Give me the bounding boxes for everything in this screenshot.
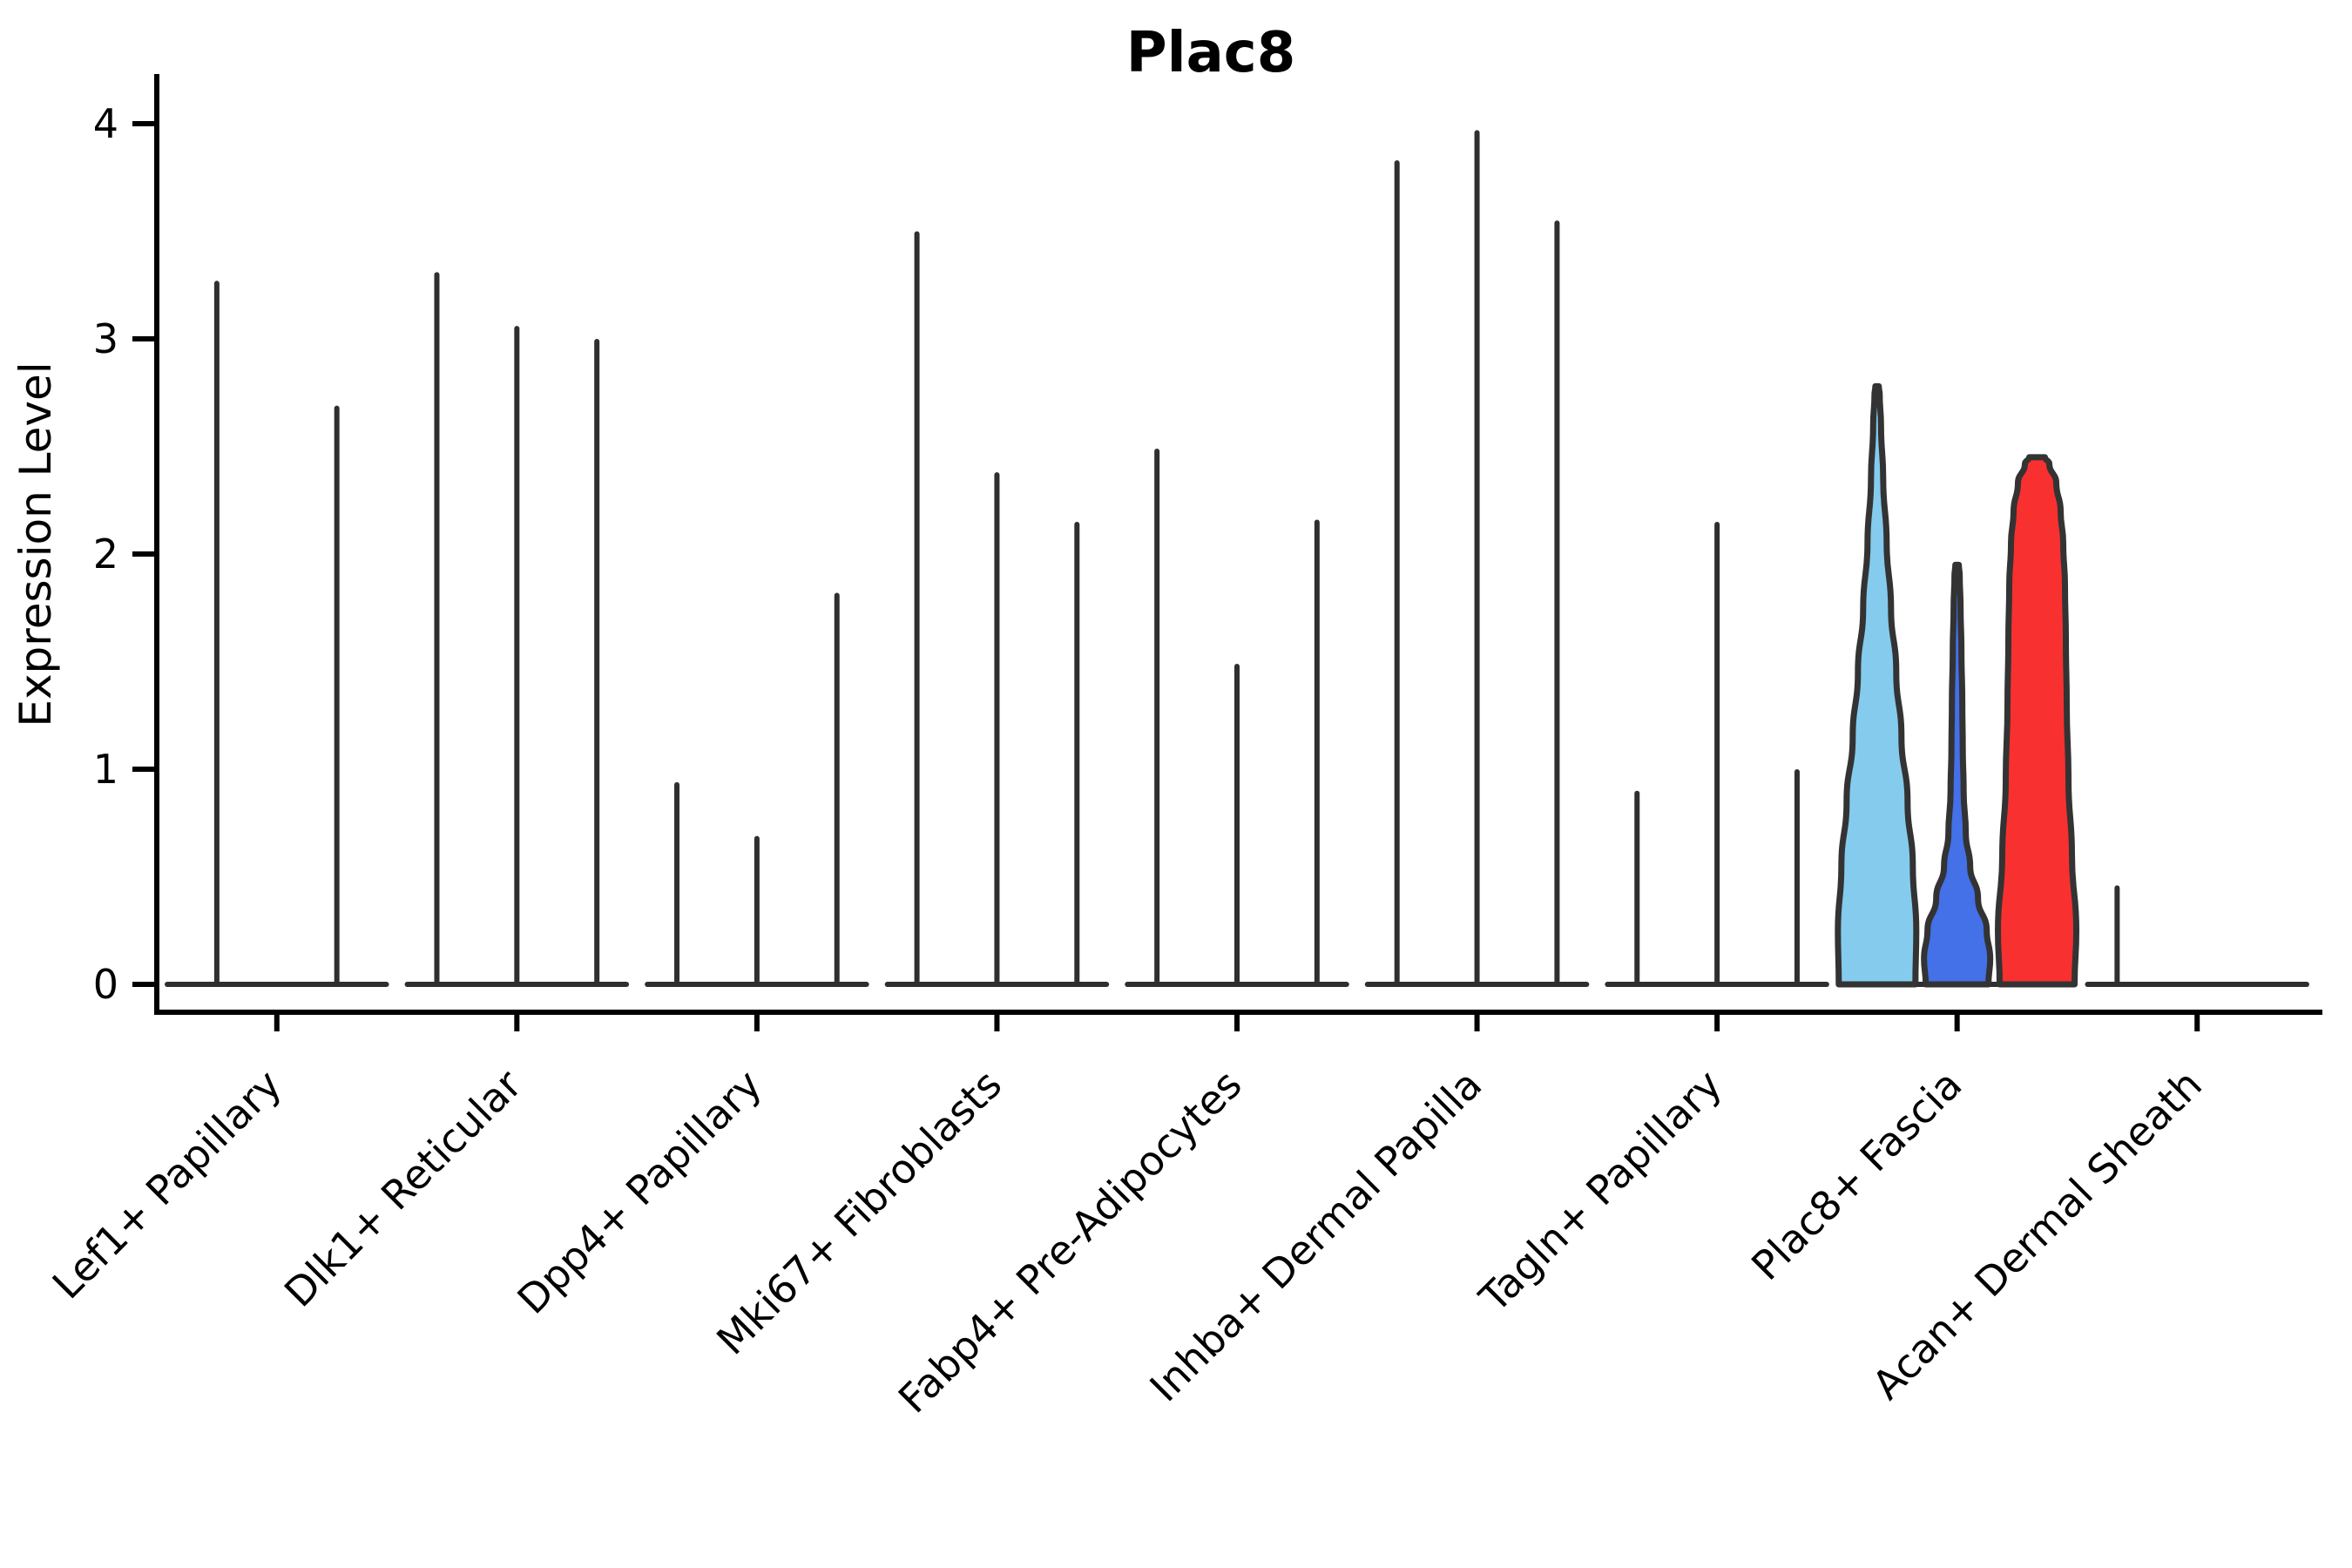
- violin-spike: [594, 339, 600, 984]
- x-tick-mark: [1234, 1012, 1240, 1031]
- violin-spike: [1714, 521, 1720, 984]
- y-tick-label: 0: [93, 961, 118, 1008]
- violin-baseline: [645, 982, 869, 987]
- x-tick-mark: [1714, 1012, 1720, 1031]
- violin-body: [1921, 561, 1994, 988]
- violin-baseline: [165, 982, 389, 987]
- violin-baseline: [1364, 982, 1590, 987]
- x-tick-mark: [2194, 1012, 2200, 1031]
- x-tick-mark: [994, 1012, 1000, 1031]
- violin-spike: [1394, 159, 1400, 985]
- y-tick-label: 1: [93, 746, 118, 793]
- y-tick-mark: [132, 982, 157, 987]
- violin-spike: [1154, 448, 1160, 984]
- violin-spike: [1634, 790, 1640, 984]
- violin-spike: [914, 231, 920, 984]
- violin-body: [1835, 382, 1920, 988]
- y-tick-label: 2: [93, 531, 118, 578]
- violin-spike: [514, 326, 520, 984]
- violin-spike: [1314, 519, 1320, 984]
- chart-title: Plac8: [1126, 21, 1296, 85]
- violin-spike: [994, 472, 1000, 984]
- violin-body: [1995, 454, 2080, 988]
- x-tick-label: Dpp4+ Papillary: [508, 1061, 770, 1323]
- x-tick-mark: [274, 1012, 280, 1031]
- violin-spike: [754, 835, 760, 984]
- x-tick-label: Plac8+ Fascia: [1742, 1061, 1970, 1289]
- violin-shapes: [165, 130, 2309, 988]
- violin-spike: [1474, 130, 1480, 984]
- x-tick-label: Dlk1+ Reticular: [275, 1061, 531, 1316]
- violin-spike: [434, 272, 440, 984]
- violin-spike: [2114, 885, 2120, 984]
- y-tick-label: 3: [93, 315, 118, 362]
- y-tick-mark: [132, 767, 157, 772]
- y-axis-label: Expression Level: [10, 362, 61, 727]
- axes: [132, 74, 2322, 1015]
- violin-spike: [1554, 220, 1560, 984]
- x-tick-label: Tagln+ Papillary: [1470, 1061, 1731, 1322]
- violin-spike: [834, 592, 840, 984]
- x-tick-label: Lef1+ Papillary: [44, 1061, 291, 1308]
- x-tick-mark: [514, 1012, 520, 1031]
- violin-baseline: [2085, 982, 2309, 987]
- violin-spike: [1234, 663, 1240, 984]
- violin-spike: [334, 405, 340, 984]
- x-tick-mark: [1474, 1012, 1480, 1031]
- violin-spike: [1794, 769, 1800, 984]
- x-tick-mark: [1954, 1012, 1960, 1031]
- violin-spike: [674, 781, 680, 984]
- x-tick-mark: [754, 1012, 760, 1031]
- violin-spike: [1074, 521, 1080, 984]
- violin-spike: [213, 280, 220, 984]
- y-tick-mark: [132, 551, 157, 557]
- y-tick-labels: 0 1 2 3 4: [93, 100, 118, 1008]
- y-tick-label: 4: [93, 100, 118, 147]
- y-tick-mark: [132, 336, 157, 341]
- y-axis-spine: [154, 74, 159, 1015]
- y-tick-mark: [132, 121, 157, 126]
